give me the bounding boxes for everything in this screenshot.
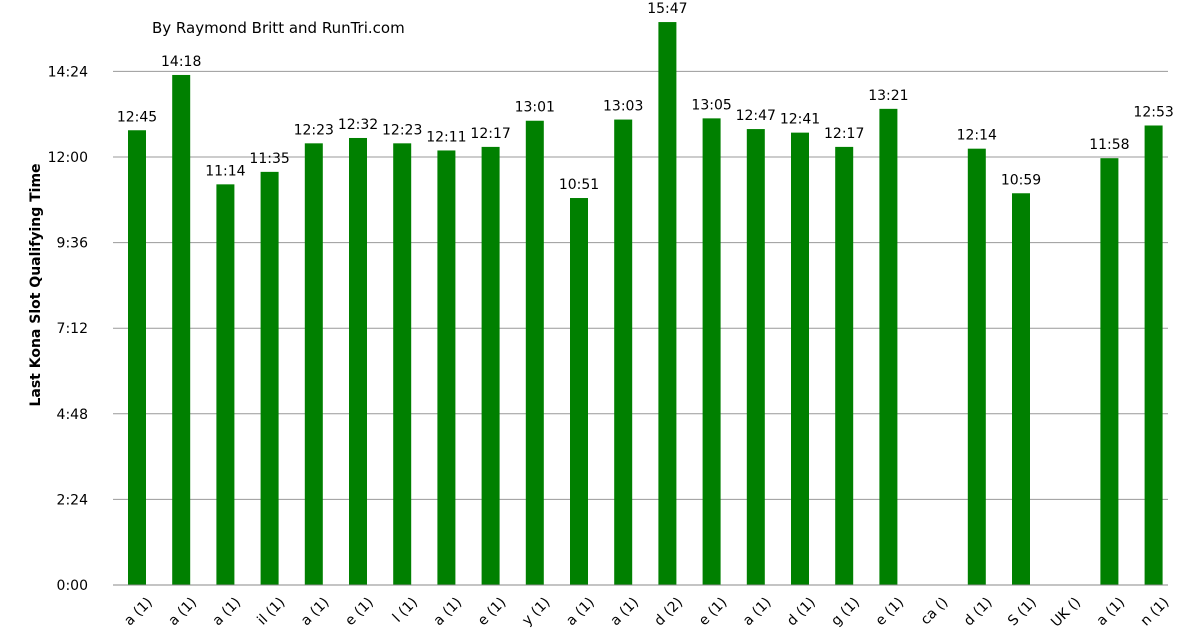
data-label: 12:17 [824,126,864,142]
category-label: a (1) [740,595,775,630]
category-label: y (1) [519,595,553,629]
y-axis-label: Last Kona Slot Qualifying Time [28,163,44,406]
category-label: S (1) [1005,595,1040,630]
bar [967,148,986,585]
bar [1100,158,1119,585]
category-label: a (1) [563,595,598,630]
bar [304,143,323,586]
bar [525,120,544,585]
y-tick-label: 9:36 [57,236,89,252]
data-label: 12:45 [117,109,157,125]
data-label: 12:32 [338,117,378,133]
category-label: il (1) [254,595,288,629]
bar [791,132,809,585]
category-label: g (1) [828,595,863,630]
data-label: 12:11 [426,129,466,145]
category-label: d (2) [651,595,686,630]
y-tick-label: 4:48 [57,407,88,423]
bar [260,171,279,585]
data-label: 13:05 [691,97,731,113]
category-label: d (1) [784,595,819,630]
y-tick-label: 0:00 [57,578,88,594]
bar [879,108,898,585]
bar [614,119,633,586]
y-axis-ticks: 0:00 2:24 4:48 7:12 9:36 12:00 14:24 [48,64,88,594]
category-label: e (1) [873,595,908,630]
bar [216,184,235,585]
data-label: 12:53 [1133,104,1173,120]
bar [1144,125,1163,585]
data-label: 12:41 [780,112,820,128]
category-label: UK () [1048,595,1084,630]
data-label: 12:47 [736,108,776,124]
bar [128,130,146,585]
data-label: 13:03 [603,99,643,115]
data-label: 13:21 [868,88,908,104]
data-label: 12:14 [957,128,997,144]
category-label: a (1) [121,595,156,630]
category-label: ca () [918,595,952,629]
data-label: 10:59 [1001,172,1041,188]
data-label: 14:18 [161,54,201,70]
y-tick-label: 7:12 [57,321,88,337]
data-label: 10:51 [559,177,599,193]
category-label: l (1) [390,595,421,626]
category-label: a (1) [431,595,466,630]
category-label: d (1) [961,595,996,630]
bar [570,198,588,585]
bar [835,146,854,585]
bar [658,22,677,586]
category-label: a (1) [210,595,245,630]
data-label: 11:58 [1089,137,1129,153]
data-label: 12:17 [470,126,510,142]
data-label: 15:47 [647,1,687,17]
category-label: e (1) [696,595,731,630]
category-label: a (1) [298,595,333,630]
data-label: 11:35 [249,151,289,167]
y-tick-label: 12:00 [48,150,88,166]
bar [1012,193,1030,585]
data-label: 12:23 [294,122,334,138]
data-label: 11:14 [205,163,245,179]
grid-lines [113,70,1168,586]
category-labels: a (1) a (1) a (1) il (1) a (1) e (1) l (1) a (1… [121,595,1172,630]
bar [746,129,765,586]
category-label: a (1) [607,595,642,630]
y-tick-label: 14:24 [48,64,88,80]
data-label: 12:23 [382,122,422,138]
bar [437,150,456,585]
category-label: a (1) [165,595,200,630]
category-label: n (1) [1138,595,1173,630]
bar [172,74,191,585]
bars [128,22,1163,586]
data-label: 13:01 [515,100,555,116]
bar [481,146,500,585]
bar [349,137,367,585]
category-label: a (1) [1094,595,1129,630]
category-label: e (1) [475,595,510,630]
bar [702,118,721,585]
bar [393,143,412,586]
y-tick-label: 2:24 [57,492,89,508]
chart-annotation: By Raymond Britt and RunTri.com [152,19,405,37]
category-label: e (1) [342,595,377,630]
